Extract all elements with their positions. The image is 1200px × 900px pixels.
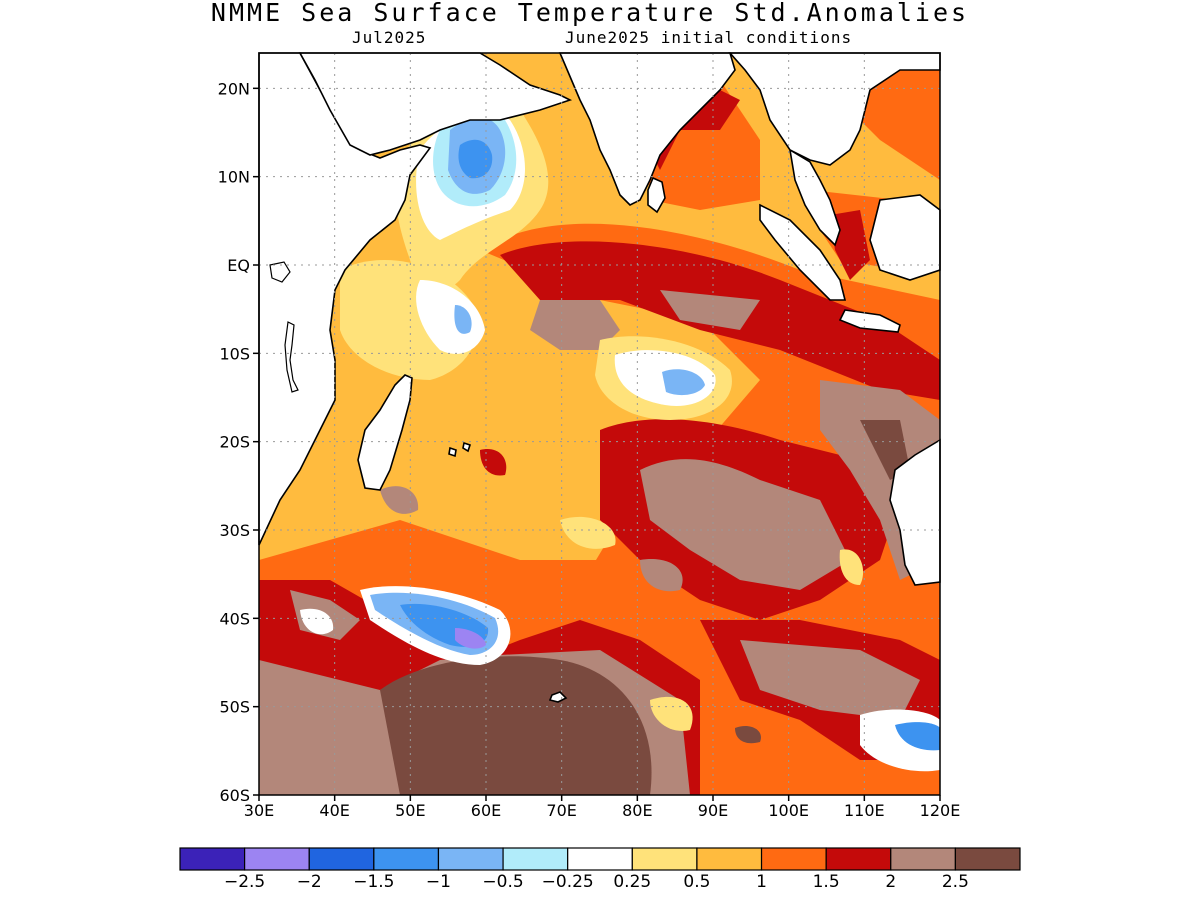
colorbar-swatch <box>502 847 569 871</box>
lat-tick-label: 20S <box>219 433 250 452</box>
colorbar-swatch <box>825 847 892 871</box>
colorbar-swatch <box>890 847 956 871</box>
colorbar-label: 1 <box>756 872 767 892</box>
lat-tick-label: EQ <box>227 256 250 275</box>
lon-tick-label: 120E <box>920 801 961 820</box>
lon-tick-label: 70E <box>546 801 576 820</box>
lat-tick-label: 30S <box>219 521 250 540</box>
lon-tick-label: 80E <box>622 801 652 820</box>
colorbar-swatch <box>244 847 310 871</box>
colorbar-swatch <box>631 847 698 871</box>
colorbar-label: −0.25 <box>541 872 594 892</box>
colorbar-swatch <box>760 847 827 871</box>
lat-tick-label: 60S <box>219 786 250 805</box>
colorbar-swatch <box>437 847 504 871</box>
lat-tick-label: 50S <box>219 698 250 717</box>
map-frame <box>258 52 941 796</box>
colorbar-label: −0.5 <box>482 872 524 892</box>
lat-tick-label: 40S <box>219 609 250 628</box>
lon-tick-label: 60E <box>471 801 501 820</box>
lon-tick-label: 110E <box>844 801 885 820</box>
colorbar-swatch <box>373 847 440 871</box>
colorbar-swatch <box>179 847 246 871</box>
colorbar-swatch <box>567 847 633 871</box>
colorbar-label: 2.5 <box>941 872 969 892</box>
lon-tick-label: 50E <box>395 801 425 820</box>
colorbar-label: 1.5 <box>812 872 840 892</box>
colorbar <box>179 847 1021 871</box>
colorbar-label: 0.5 <box>683 872 711 892</box>
colorbar-swatch <box>954 847 1021 871</box>
colorbar-swatch <box>308 847 375 871</box>
colorbar-label: 0.25 <box>613 872 652 892</box>
coastlines <box>258 52 941 703</box>
chart-title: NMME Sea Surface Temperature Std.Anomali… <box>210 0 970 27</box>
lat-tick-label: 20N <box>218 79 250 98</box>
subtitle-initial-conditions: June2025 initial conditions <box>565 28 853 47</box>
lat-tick-label: 10S <box>219 344 250 363</box>
colorbar-swatch <box>696 847 763 871</box>
colorbar-label: −1.5 <box>353 872 395 892</box>
colorbar-label: −1 <box>425 872 451 892</box>
colorbar-label: −2.5 <box>223 872 266 892</box>
colorbar-label: 2 <box>885 872 897 892</box>
lat-tick-label: 10N <box>218 168 250 187</box>
subtitle-month: Jul2025 <box>352 28 427 47</box>
colorbar-label: −2 <box>296 872 322 892</box>
lon-tick-label: 30E <box>244 801 274 820</box>
lon-tick-label: 100E <box>768 801 809 820</box>
lon-tick-label: 90E <box>698 801 728 820</box>
lon-tick-label: 40E <box>319 801 349 820</box>
